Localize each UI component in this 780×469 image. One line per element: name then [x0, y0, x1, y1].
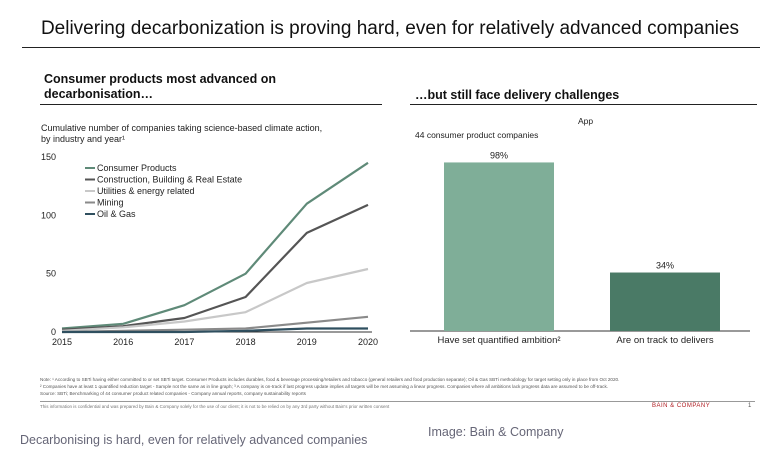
left-panel-divider [40, 104, 382, 105]
bar-chart-subtitle: 44 consumer product companies [415, 130, 539, 140]
series-line [62, 327, 368, 334]
note-source: Source: SBTi; Benchmarking of 44 consume… [40, 391, 306, 396]
y-tick-label: 0 [51, 327, 56, 337]
left-panel-title-line2: decarbonisation… [44, 87, 154, 101]
bar [610, 272, 720, 331]
footer-divider [40, 401, 755, 402]
note-line-2: ² Companies have at least 1 quantified r… [40, 384, 609, 389]
legend-label: Mining [97, 198, 124, 208]
bar [444, 162, 554, 331]
left-panel-title-line1: Consumer products most advanced on [44, 72, 276, 86]
legend-label: Construction, Building & Real Estate [97, 175, 242, 185]
x-tick-label: 2017 [174, 337, 194, 347]
bar-category-label: Are on track to delivers [616, 335, 713, 346]
line-chart-subtitle: Cumulative number of companies taking sc… [41, 123, 322, 145]
bar-chart: 98% Have set quantified ambition² 34% Are o… [410, 150, 750, 346]
x-tick-label: 2020 [358, 337, 378, 347]
legend-label: Oil & Gas [97, 209, 136, 219]
slide: Delivering decarbonization is proving ha… [22, 18, 760, 409]
bar-value-label: 34% [656, 261, 674, 271]
title-divider [22, 47, 760, 48]
line-chart-subtitle-line1: Cumulative number of companies taking sc… [41, 123, 323, 133]
image-caption: Decarbonising is hard, even for relative… [20, 433, 368, 447]
x-tick-label: 2018 [236, 337, 256, 347]
line-chart: 0 50 100 150 2015 2016 2017 2018 2019 2020 Consum… [41, 152, 378, 347]
brand-logo: BAIN & COMPANY [652, 403, 711, 409]
image-credit: Image: Bain & Company [428, 425, 564, 439]
bar-chart-title: App [578, 116, 594, 126]
confidentiality-notice: This information is confidential and was… [40, 404, 390, 409]
legend-label: Consumer Products [97, 163, 177, 173]
x-tick-label: 2015 [52, 337, 72, 347]
series-line [61, 203, 369, 331]
x-tick-label: 2019 [297, 337, 317, 347]
page-number: 1 [748, 403, 752, 409]
y-tick-label: 100 [41, 210, 56, 220]
series-line [61, 267, 369, 332]
right-panel-divider [410, 104, 757, 105]
bar-category-label: Have set quantified ambition² [437, 335, 560, 346]
bar-value-label: 98% [490, 150, 508, 160]
slide-title: Delivering decarbonization is proving ha… [40, 18, 740, 39]
right-panel-title: …but still face delivery challenges [415, 88, 620, 102]
line-chart-subtitle-line2: by industry and year¹ [41, 134, 126, 144]
left-panel-title: Consumer products most advanced on decar… [44, 72, 276, 102]
y-tick-label: 50 [46, 269, 56, 279]
series-line [61, 161, 369, 330]
y-tick-label: 150 [41, 152, 56, 162]
note-line-1: Note: ¹ According to SBTi having either … [40, 377, 620, 382]
legend-label: Utilities & energy related [97, 186, 195, 196]
x-tick-label: 2016 [113, 337, 133, 347]
